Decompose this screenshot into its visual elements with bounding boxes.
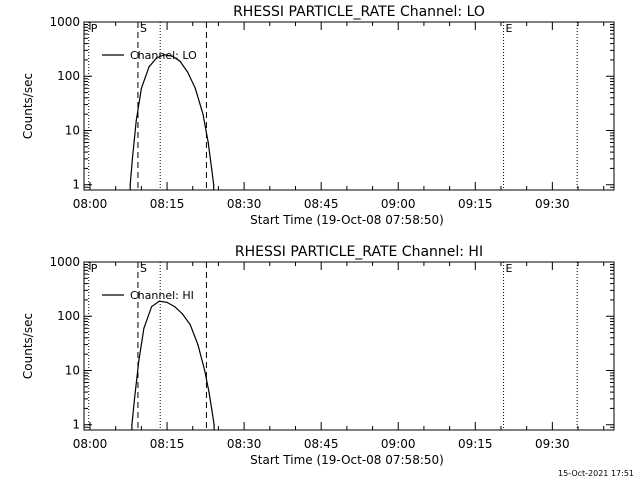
- x-tick-label: 09:30: [535, 197, 570, 211]
- data-point: [174, 306, 176, 308]
- data-point: [181, 313, 184, 315]
- legend-entry: Channel: LO: [130, 49, 197, 62]
- chart-panel-1: RHESSI PARTICLE_RATE Channel: LO 1 10 100 10…: [21, 4, 615, 227]
- y-axis-label: Counts/sec: [21, 73, 35, 139]
- y-tick-label: 100: [57, 309, 80, 323]
- marker-label: P: [91, 22, 98, 35]
- marker-label: P: [91, 262, 98, 275]
- x-tick-label: 09:15: [458, 197, 493, 211]
- x-tick-label: 08:00: [73, 437, 108, 451]
- chart-title: RHESSI PARTICLE_RATE Channel: HI: [235, 244, 483, 260]
- chart-panel-2: RHESSI PARTICLE_RATE Channel: HI 1 10 100 10…: [21, 244, 615, 467]
- y-tick-label: 10: [65, 123, 80, 137]
- data-point: [140, 87, 142, 89]
- marker-label: E: [506, 262, 513, 275]
- y-tick-label: 10: [65, 363, 80, 377]
- data-point: [211, 407, 213, 409]
- legend-entry: Channel: HI: [130, 289, 194, 302]
- series-line: [129, 54, 215, 191]
- data-point: [166, 301, 168, 303]
- data-point: [202, 113, 204, 115]
- x-tick-label: 08:30: [227, 437, 262, 451]
- x-tick-label: 09:00: [381, 197, 416, 211]
- x-tick-label: 08:15: [150, 197, 185, 211]
- x-tick-label: 08:45: [304, 197, 339, 211]
- data-point: [158, 300, 160, 302]
- data-point: [211, 167, 213, 169]
- data-point: [129, 184, 131, 186]
- data-point: [163, 54, 166, 56]
- y-tick-label: 1: [72, 178, 80, 192]
- data-point: [189, 324, 191, 326]
- data-point: [138, 360, 140, 362]
- data-point: [208, 391, 210, 393]
- y-tick-label: 1: [72, 418, 80, 432]
- data-point: [148, 66, 150, 68]
- data-point: [213, 184, 215, 186]
- x-tick-label: 08:45: [304, 437, 339, 451]
- x-tick-label: 09:15: [458, 437, 493, 451]
- x-tick-label: 09:30: [535, 437, 570, 451]
- data-point: [213, 424, 215, 426]
- x-tick-label: 08:30: [227, 197, 262, 211]
- data-point: [156, 57, 158, 59]
- y-tick-label: 100: [57, 69, 80, 83]
- data-point: [204, 369, 206, 372]
- chart-title: RHESSI PARTICLE_RATE Channel: LO: [233, 4, 485, 20]
- marker-label: S: [140, 262, 147, 275]
- marker-label: E: [506, 22, 513, 35]
- series-line: [131, 300, 215, 431]
- x-tick-label: 09:00: [381, 437, 416, 451]
- data-point: [151, 306, 153, 308]
- x-tick-label: 08:15: [150, 437, 185, 451]
- data-point: [207, 141, 209, 144]
- data-point: [171, 55, 173, 57]
- marker-label: S: [140, 22, 147, 35]
- data-point: [197, 344, 199, 346]
- x-axis-label: Start Time (19-Oct-08 07:58:50): [250, 453, 444, 467]
- data-point: [143, 327, 145, 329]
- y-axis-label: Counts/sec: [21, 313, 35, 379]
- plot-frame: [83, 21, 615, 191]
- data-point: [179, 60, 181, 62]
- data-point: [131, 424, 133, 426]
- x-axis-label: Start Time (19-Oct-08 07:58:50): [250, 213, 444, 227]
- y-tick-label: 1000: [49, 15, 80, 29]
- y-tick-label: 1000: [49, 255, 80, 269]
- data-point: [131, 158, 133, 160]
- data-point: [194, 87, 196, 89]
- data-point: [187, 71, 189, 73]
- footer-timestamp: 15-Oct-2021 17:51: [558, 469, 634, 478]
- data-point: [135, 120, 137, 122]
- data-point: [133, 398, 136, 400]
- plot-frame: [83, 261, 615, 431]
- x-tick-label: 08:00: [73, 197, 108, 211]
